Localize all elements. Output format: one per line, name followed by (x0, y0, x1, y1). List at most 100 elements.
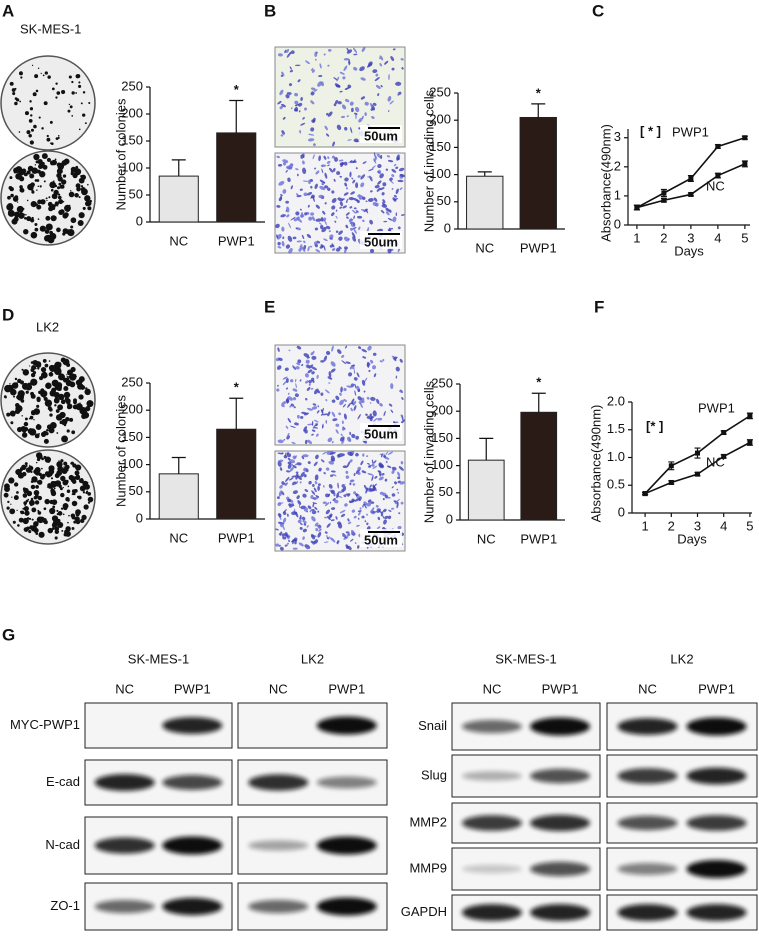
cell (306, 192, 313, 196)
cell (366, 502, 372, 507)
colony (29, 173, 35, 179)
cell (335, 516, 338, 520)
colony (22, 207, 25, 211)
cell (339, 509, 346, 514)
cell (338, 412, 342, 416)
colony (49, 421, 57, 429)
colony (17, 390, 25, 398)
cell (321, 409, 324, 415)
cell (313, 461, 318, 467)
cell (314, 424, 318, 427)
colony (52, 180, 55, 182)
colony (30, 497, 34, 501)
cell (287, 93, 290, 97)
cell (321, 226, 327, 233)
cell (291, 475, 296, 478)
cell (281, 401, 287, 406)
cell (335, 215, 338, 219)
lane-label: NC (638, 681, 657, 696)
cell (343, 236, 350, 242)
cell (397, 491, 400, 494)
band (461, 719, 522, 734)
colony (15, 166, 23, 174)
protein-label: ZO-1 (50, 898, 80, 913)
colony (30, 368, 35, 372)
cell (323, 472, 326, 475)
colony (54, 184, 58, 188)
cell (282, 162, 287, 166)
cell (297, 359, 302, 364)
colony (28, 134, 32, 138)
cell (331, 345, 334, 352)
cell (370, 501, 375, 504)
cell (279, 523, 284, 528)
cell (310, 127, 315, 132)
cell (289, 466, 294, 472)
cell (332, 141, 335, 147)
series-label: PWP1 (672, 124, 709, 139)
cell (333, 178, 336, 182)
cell (324, 219, 327, 226)
colony (38, 432, 40, 435)
cell (286, 470, 291, 473)
cell (323, 155, 327, 160)
colony (38, 472, 42, 477)
cell (302, 536, 305, 540)
bar (158, 473, 199, 520)
cell (300, 153, 305, 159)
colony (31, 485, 35, 488)
cell (304, 544, 311, 549)
cell (358, 400, 363, 404)
cell (313, 143, 316, 147)
y-tick-label: 2 (614, 158, 621, 173)
marker (688, 191, 694, 197)
cell (357, 389, 361, 393)
cell (316, 410, 320, 414)
y-tick-label: 150 (429, 139, 451, 154)
error-bar (229, 397, 244, 430)
cell (346, 216, 349, 219)
cell (308, 179, 311, 185)
colony (49, 507, 56, 515)
colony (40, 388, 45, 393)
cell (350, 398, 355, 405)
colony (34, 227, 39, 232)
cell (301, 411, 307, 415)
cell (305, 373, 309, 378)
cell (324, 125, 328, 131)
band (617, 904, 678, 921)
scale-label: 50um (364, 426, 398, 441)
cell (371, 511, 378, 513)
colony (72, 167, 75, 171)
cell (336, 171, 341, 175)
cell (379, 403, 383, 407)
cell (292, 490, 298, 495)
cell (389, 100, 394, 105)
y-tick-label: 1 (614, 187, 621, 202)
cell (341, 354, 345, 358)
protein-label: N-cad (45, 837, 80, 852)
scale-label: 50um (364, 532, 398, 547)
cell (342, 483, 346, 488)
cell (314, 480, 318, 485)
colony (57, 404, 62, 409)
cell (328, 167, 334, 173)
colony (67, 228, 75, 237)
colony (57, 362, 62, 367)
cell (390, 409, 394, 413)
colony (37, 367, 40, 370)
colony (49, 160, 55, 166)
cell (285, 169, 288, 173)
cell (353, 377, 358, 381)
colony (14, 101, 18, 106)
cell (327, 164, 330, 167)
cell (383, 454, 386, 458)
cell (362, 453, 365, 457)
cell (310, 91, 315, 96)
cell (308, 480, 312, 485)
cell (308, 364, 314, 369)
cell (374, 184, 380, 189)
cell (317, 485, 320, 491)
scale-box (360, 231, 402, 249)
cell (294, 64, 301, 67)
